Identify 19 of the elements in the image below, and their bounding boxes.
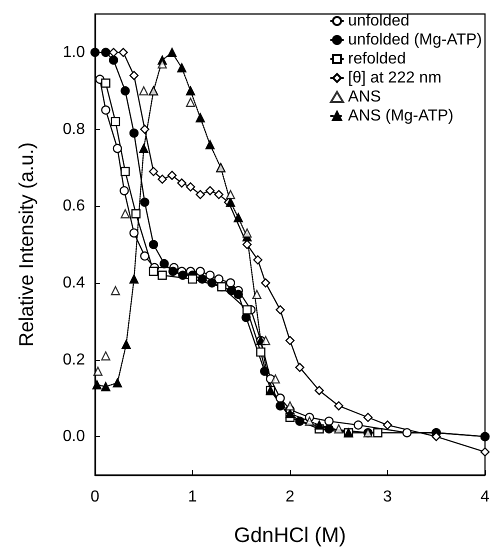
- x-tick-label: 2: [286, 488, 295, 506]
- y-tick-label: 0.0: [62, 428, 86, 446]
- legend-label: unfolded (Mg-ATP): [348, 32, 482, 48]
- legend-label: unfolded: [348, 12, 410, 30]
- legend-label: refolded: [348, 50, 406, 68]
- legend-label: [θ] at 222 nm: [348, 70, 442, 86]
- legend-label: ANS: [348, 88, 381, 106]
- legend-label: ANS (Mg-ATP): [348, 108, 454, 124]
- y-tick-label: 0.2: [62, 351, 86, 368]
- x-tick-label: 3: [383, 488, 392, 506]
- x-tick-label: 0: [90, 488, 100, 506]
- y-tick-label: 0.4: [62, 274, 86, 292]
- y-axis-title: Relative Intensity (a.u.): [16, 142, 38, 347]
- y-tick-label: 0.8: [62, 120, 86, 138]
- x-tick-label: 4: [480, 488, 490, 506]
- y-tick-label: 0.6: [62, 198, 86, 215]
- y-tick-label: 1.0: [62, 44, 86, 61]
- x-axis-title: GdnHCl (M): [234, 524, 346, 547]
- x-tick-label: 1: [188, 488, 198, 506]
